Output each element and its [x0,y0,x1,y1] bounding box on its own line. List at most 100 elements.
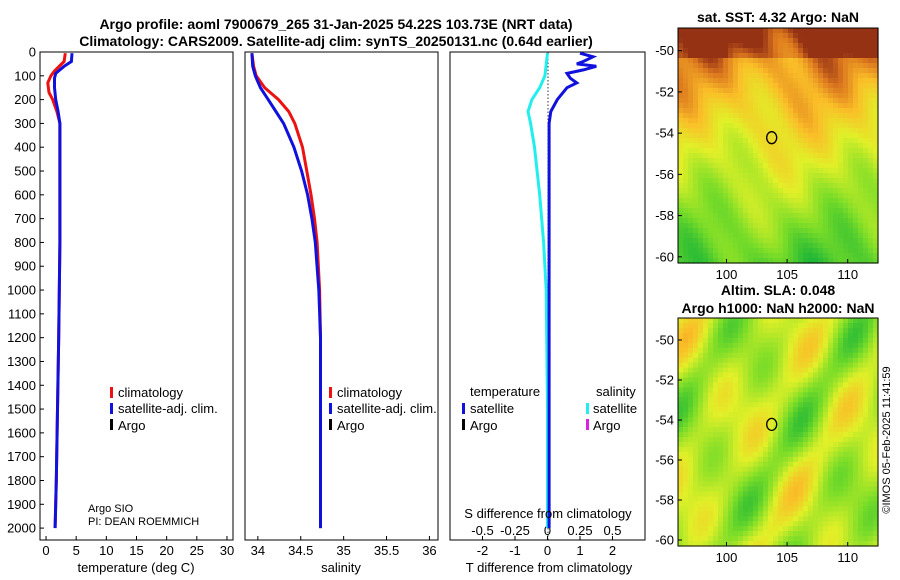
sla-heatmap-cell [693,511,699,517]
sst-heatmap-cell [843,133,849,139]
sla-heatmap-cell [723,387,729,393]
sst-heatmap-cell [688,58,694,64]
sla-heatmap-cell [743,397,749,403]
sst-heatmap-cell [828,123,834,129]
sst-heatmap-cell [838,233,844,239]
sla-heatmap-cell [838,422,844,428]
sla-heatmap-cell [873,407,879,413]
sst-heatmap-cell [763,78,769,84]
sla-heatmap-cell [853,397,859,403]
sla-heatmap-cell [868,491,874,498]
sla-heatmap-cell [718,531,724,537]
sst-heatmap-cell [813,113,819,119]
sla-heatmap-cell [723,432,729,438]
sla-heatmap-cell [803,531,809,537]
sla-heatmap-cell [683,526,689,532]
sla-heatmap-cell [758,352,764,359]
sla-heatmap-cell [733,531,739,537]
sla-heatmap-cell [718,362,724,369]
sla-heatmap-cell [788,397,794,403]
sla-heatmap-cell [818,476,824,483]
sst-heatmap-cell [823,163,829,169]
sla-heatmap-cell [863,441,869,448]
sst-heatmap-cell [748,163,754,169]
sla-heatmap-cell [688,427,694,433]
sst-heatmap-cell [873,183,879,189]
sst-heatmap-cell [793,108,799,114]
sla-heatmap-cell [788,441,794,448]
sla-heatmap-cell [703,511,709,517]
sla-heatmap-cell [778,402,784,408]
sst-heatmap-cell [858,153,864,159]
sst-heatmap-cell [813,158,819,164]
sla-heatmap-cell [728,446,734,453]
temperature-difference-tick-label: -2 [477,543,489,558]
sst-heatmap-cell [858,123,864,129]
sst-heatmap-cell [873,58,879,64]
sla-heatmap-cell [833,357,839,364]
sst-heatmap-cell [848,63,854,69]
sst-heatmap-cell [818,103,824,109]
sla-heatmap-cell [773,491,779,498]
sst-heatmap-cell [768,58,774,64]
sla-heatmap-cell [798,337,804,344]
sst-heatmap-cell [783,133,789,139]
sla-heatmap-cell [868,407,874,413]
sst-heatmap-cell [788,133,794,139]
sla-heatmap-cell [828,367,834,374]
sla-heatmap-cell [688,412,694,418]
sst-heatmap-cell [873,203,879,209]
sla-heatmap-cell [873,372,879,379]
sla-heatmap-cell [763,521,769,527]
sla-heatmap-cell [803,422,809,428]
sst-heatmap-cell [778,88,784,94]
sla-heatmap-cell [753,516,759,522]
sla-heatmap-cell [698,461,704,468]
sla-heatmap-cell [863,342,869,349]
sla-heatmap-cell [748,461,754,468]
sst-heatmap-cell [788,153,794,159]
sla-heatmap-cell [838,521,844,527]
sst-heatmap-cell [853,78,859,84]
sst-heatmap-cell [873,143,879,149]
sst-heatmap-cell [833,108,839,114]
sst-heatmap-cell [838,228,844,234]
sla-heatmap-cell [868,382,874,388]
sla-heatmap-cell [718,397,724,403]
sla-heatmap-cell [838,347,844,354]
sst-heatmap-cell [733,223,739,229]
sla-heatmap-cell [873,397,879,403]
sst-heatmap-cell [813,103,819,109]
sst-heatmap-cell [718,208,724,214]
sla-heatmap-cell [718,372,724,379]
sla-heatmap-cell [688,516,694,522]
sst-heatmap-cell [678,73,684,79]
sla-heatmap-cell [838,332,844,339]
sst-heatmap-cell [808,213,814,219]
sst-heatmap-cell [713,83,719,89]
sla-heatmap-cell [808,407,814,413]
sla-heatmap-cell [783,441,789,448]
sst-heatmap-cell [803,233,809,239]
sst-heatmap-cell [688,198,694,204]
sst-heatmap-cell [813,153,819,159]
sst-heatmap-cell [793,173,799,179]
sla-heatmap-cell [848,382,854,388]
legend-swatch-sal-satellite [586,403,589,414]
sst-heatmap-cell [703,43,709,49]
sst-heatmap-cell [733,118,739,124]
sla-heatmap-cell [708,412,714,418]
sst-heatmap-cell [773,253,779,259]
sst-heatmap-cell [853,48,859,54]
sst-heatmap-cell [713,158,719,164]
sst-heatmap-cell [748,78,754,84]
sst-heatmap-cell [868,223,874,229]
sst-heatmap-cell [723,203,729,209]
sst-heatmap-cell [768,43,774,49]
sst-heatmap-cell [833,238,839,244]
sst-heatmap-cell [818,183,824,189]
sla-heatmap-cell [773,387,779,393]
sla-heatmap-cell [853,422,859,428]
sst-heatmap-cell [758,78,764,84]
sst-heatmap-cell [733,143,739,149]
